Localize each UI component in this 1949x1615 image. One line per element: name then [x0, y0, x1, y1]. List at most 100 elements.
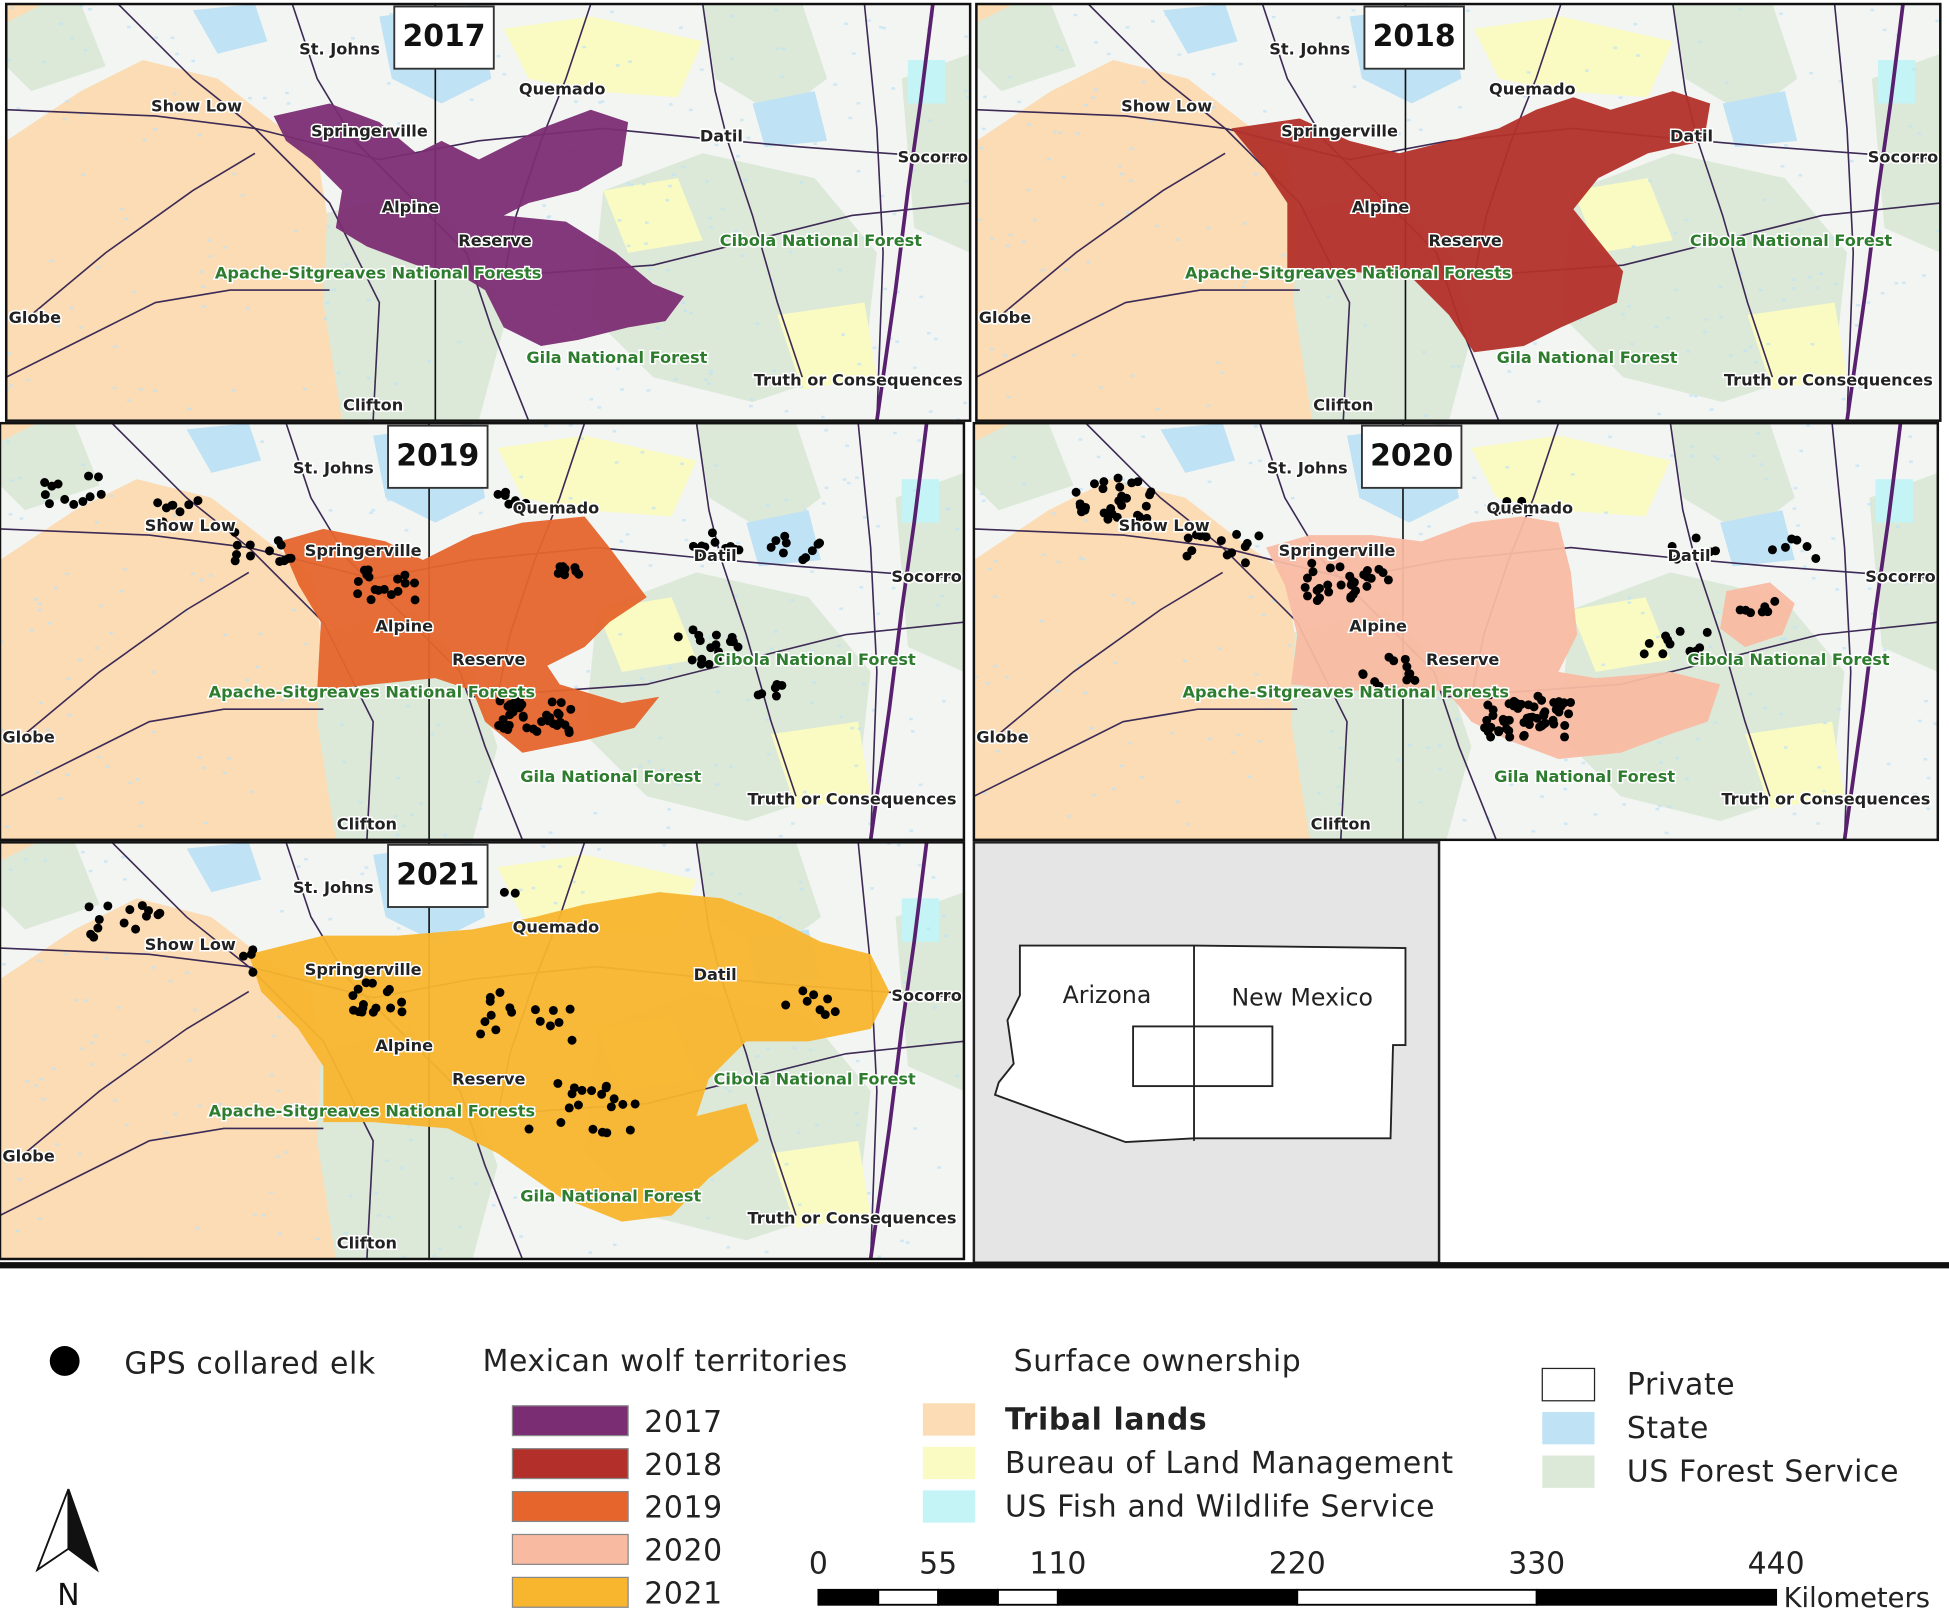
- speckle: [1779, 712, 1783, 716]
- speckle: [1437, 767, 1442, 770]
- place-label: Gila National Forest: [1497, 348, 1678, 367]
- speckle: [1858, 386, 1863, 389]
- speckle: [1675, 756, 1679, 760]
- speckle: [458, 1225, 462, 1229]
- speckle: [1052, 130, 1057, 133]
- speckle: [1170, 17, 1175, 21]
- elk-location: [246, 949, 256, 959]
- speckle: [1272, 599, 1276, 602]
- speckle: [1330, 730, 1335, 733]
- speckle: [724, 1086, 728, 1090]
- speckle: [908, 1215, 913, 1219]
- speckle: [1017, 100, 1022, 104]
- map-panel: St. Johns Show Low Springerville Quemado Dat…: [975, 2, 1942, 422]
- speckle: [633, 770, 638, 774]
- speckle: [1096, 455, 1101, 459]
- speckle: [726, 1246, 731, 1249]
- speckle: [919, 295, 924, 299]
- elk-location: [597, 1089, 607, 1099]
- speckle: [1536, 400, 1541, 403]
- elk-location: [1113, 473, 1123, 483]
- map-base: St. Johns Show Low Springerville Quemado Dat…: [976, 4, 1941, 421]
- elk-location: [630, 1099, 640, 1109]
- speckle: [681, 165, 686, 169]
- speckle: [1083, 691, 1088, 695]
- speckle: [792, 1046, 797, 1050]
- speckle: [1751, 454, 1756, 458]
- speckle: [855, 476, 859, 479]
- year-box: [387, 424, 489, 489]
- speckle: [474, 1182, 478, 1186]
- speckle: [848, 116, 853, 120]
- speckle: [1003, 354, 1008, 357]
- elk-location: [1370, 677, 1380, 687]
- speckle: [404, 528, 409, 532]
- speckle: [153, 128, 158, 131]
- speckle: [928, 410, 933, 413]
- place-label: Gila National Forest: [1494, 767, 1675, 786]
- speckle: [647, 267, 652, 271]
- place-label: Quemado: [1489, 79, 1576, 98]
- place-label: Reserve: [452, 1069, 525, 1088]
- elk-location: [798, 986, 808, 996]
- elk-location: [1485, 690, 1495, 700]
- speckle: [29, 629, 34, 632]
- elk-location: [1802, 542, 1812, 551]
- speckle: [1218, 647, 1223, 650]
- speckle: [708, 636, 712, 640]
- speckle: [154, 36, 158, 39]
- speckle: [911, 169, 916, 172]
- speckle: [990, 347, 994, 351]
- speckle: [1926, 807, 1931, 810]
- speckle: [1866, 301, 1871, 304]
- speckle: [1093, 88, 1098, 92]
- speckle: [983, 95, 987, 99]
- elk-location: [753, 690, 763, 700]
- place-label: Apache-Sitgreaves National Forests: [209, 683, 535, 702]
- speckle: [841, 333, 845, 336]
- speckle: [912, 489, 917, 492]
- speckle: [197, 133, 202, 137]
- speckle: [1236, 733, 1241, 737]
- place-label: Quemado: [513, 918, 600, 937]
- speckle: [531, 886, 536, 890]
- place-label: Cibola National Forest: [714, 650, 916, 669]
- land-blm: [503, 16, 703, 98]
- speckle: [34, 1084, 39, 1087]
- elk-location: [1142, 513, 1152, 523]
- speckle: [387, 82, 391, 85]
- elk-location: [505, 710, 515, 720]
- speckle: [1837, 708, 1841, 711]
- elk-location: [1533, 691, 1543, 701]
- speckle: [1426, 746, 1431, 749]
- legend-label: Bureau of Land Management: [1005, 1446, 1454, 1481]
- speckle: [1436, 697, 1441, 700]
- speckle: [402, 824, 406, 828]
- speckle: [995, 750, 1000, 753]
- speckle: [1724, 663, 1728, 666]
- speckle: [935, 603, 940, 607]
- place-label: Quemado: [513, 498, 600, 517]
- speckle: [1253, 172, 1258, 176]
- legend-swatch: [922, 1446, 976, 1480]
- speckle: [844, 22, 849, 26]
- speckle: [1835, 588, 1840, 591]
- elk-location: [279, 556, 289, 566]
- speckle: [1633, 354, 1638, 357]
- speckle: [861, 236, 865, 240]
- elk-location: [1566, 698, 1576, 707]
- elk-location: [1127, 478, 1137, 488]
- legend-label: 2018: [644, 1448, 722, 1483]
- speckle: [302, 387, 307, 391]
- speckle: [121, 855, 125, 859]
- speckle: [734, 230, 738, 233]
- elk-location: [830, 1007, 840, 1017]
- speckle: [885, 382, 890, 385]
- speckle: [1351, 9, 1356, 12]
- speckle: [1693, 394, 1698, 398]
- elk-location: [1315, 593, 1325, 603]
- speckle: [1724, 81, 1729, 84]
- speckle: [618, 633, 623, 636]
- speckle: [1917, 132, 1922, 135]
- elk-location: [78, 497, 88, 506]
